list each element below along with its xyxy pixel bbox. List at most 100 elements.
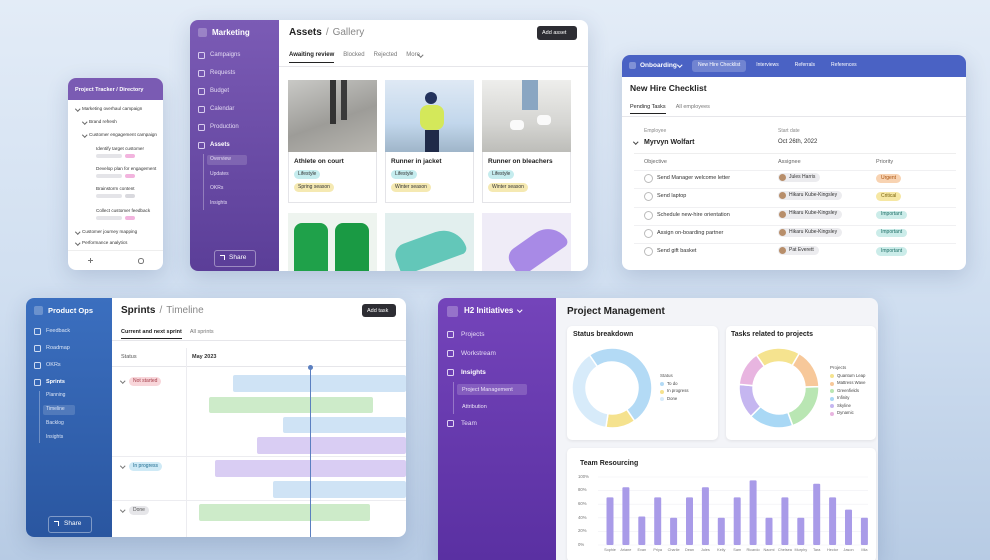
workspace-name[interactable]: Onboarding <box>640 62 677 69</box>
tab[interactable]: Rejected <box>373 52 398 58</box>
workspace-name[interactable]: H2 Initiatives <box>464 306 514 315</box>
x-tick-label: Kelly <box>717 548 726 552</box>
tree-item[interactable]: Collect customer feedback <box>96 208 151 213</box>
tab[interactable]: New Hire Checklist <box>692 60 747 72</box>
tab[interactable]: Pending Tasks <box>630 104 666 115</box>
figure <box>330 80 336 124</box>
checkbox[interactable] <box>644 247 653 257</box>
add-button[interactable] <box>537 26 577 40</box>
checkbox[interactable] <box>644 174 653 183</box>
nav-item[interactable]: Campaigns <box>210 52 241 58</box>
objective[interactable]: Send laptop <box>657 193 687 200</box>
bar <box>717 517 725 545</box>
objective[interactable]: Send gift basket <box>657 248 697 255</box>
tab[interactable]: All sprints <box>189 329 214 335</box>
workspace-name[interactable]: Product Ops <box>48 306 94 315</box>
nav-item[interactable]: Feedback <box>46 328 71 334</box>
assignee-chip: Pat Everett <box>778 246 819 256</box>
add-button[interactable] <box>362 304 396 317</box>
nav-item[interactable]: Calendar <box>210 106 235 112</box>
tree-item[interactable]: Customer journey mapping <box>82 229 138 234</box>
subnav-item[interactable]: Insights <box>210 199 228 206</box>
tab[interactable]: All employees <box>675 104 710 110</box>
checkbox[interactable] <box>644 228 653 238</box>
tree-item[interactable]: Customer engagement campaign <box>89 132 157 137</box>
add-button-label[interactable]: Add task <box>367 307 389 314</box>
share-icon <box>54 521 59 526</box>
nav-item[interactable]: Budget <box>210 88 230 94</box>
nav-item[interactable]: Sprints <box>46 379 65 385</box>
objective[interactable]: Assign on-boarding partner <box>657 229 724 236</box>
avatar <box>779 192 786 200</box>
breadcrumb-item[interactable]: Sprints <box>121 305 156 316</box>
tab[interactable]: Blocked <box>343 52 365 58</box>
figure <box>425 92 437 104</box>
subnav-item[interactable]: Updates <box>210 170 229 177</box>
share-label[interactable]: Share <box>229 254 247 261</box>
tree-item[interactable]: Brainstorm content <box>96 186 135 191</box>
tree-item[interactable]: Develop plan for engagement <box>96 166 157 171</box>
subnav-item[interactable]: Insights <box>46 434 64 440</box>
task-bar[interactable] <box>209 397 373 413</box>
workspace-name[interactable]: Marketing <box>212 28 250 37</box>
legend-swatch <box>830 411 834 416</box>
share-button[interactable] <box>48 516 92 533</box>
nav-item[interactable]: OKRs <box>46 362 61 368</box>
tab[interactable]: Awaiting review <box>289 52 335 63</box>
task-bar[interactable] <box>283 417 406 433</box>
nav-item[interactable]: Requests <box>210 70 236 76</box>
nav-item[interactable]: Workstream <box>461 350 496 357</box>
tree-item[interactable]: Performance analytics <box>82 240 128 245</box>
tabs: New Hire Checklist Interviews Referrals Ref… <box>692 60 863 72</box>
nav-item[interactable]: Projects <box>461 331 485 338</box>
y-tick-label: 100% <box>578 473 589 479</box>
row-line <box>634 188 956 190</box>
objective[interactable]: Send Manager welcome letter <box>657 175 731 181</box>
breadcrumb-item[interactable]: Assets <box>289 27 322 38</box>
status-pill[interactable]: Not started <box>129 377 162 386</box>
bar <box>606 497 614 545</box>
card-title[interactable]: Athlete on court <box>294 158 344 165</box>
task-bar[interactable] <box>273 481 406 498</box>
task-bar[interactable] <box>199 504 370 521</box>
tab[interactable]: Referrals <box>794 62 816 68</box>
subnav-item[interactable]: Timeline <box>46 406 65 412</box>
card-title[interactable]: Runner on bleachers <box>488 158 553 165</box>
tab[interactable]: Current and next sprint <box>121 329 182 340</box>
nav-item[interactable]: Assets <box>210 142 230 148</box>
tab[interactable]: Interviews <box>756 62 779 68</box>
share-button[interactable] <box>214 250 256 267</box>
assignee-chip <box>96 154 122 158</box>
figure <box>425 130 439 152</box>
add-button-label[interactable]: Add asset <box>542 30 567 36</box>
subnav-item[interactable]: Overview <box>210 156 231 162</box>
task-bar[interactable] <box>257 437 406 454</box>
share-label[interactable]: Share <box>64 520 82 527</box>
nav-item[interactable]: Roadmap <box>46 345 70 351</box>
tab[interactable]: More <box>406 52 420 58</box>
subnav-item[interactable]: Project Management <box>462 387 513 393</box>
bar <box>654 497 662 545</box>
tree-item[interactable]: Brand refresh <box>89 119 117 124</box>
nav-item[interactable]: Production <box>210 124 239 130</box>
y-tick-label: 40% <box>578 514 587 520</box>
divider <box>112 340 406 341</box>
subnav-item[interactable]: Backlog <box>46 420 64 426</box>
card-title[interactable]: Runner in jacket <box>391 158 442 165</box>
tree-item[interactable]: Marketing overhaul campaign <box>82 106 143 111</box>
active-bg <box>457 384 527 395</box>
tree-item[interactable]: Identify target customer <box>96 146 145 151</box>
checkbox[interactable] <box>644 210 653 220</box>
objective[interactable]: Schedule new-hire orientation <box>657 211 730 218</box>
subnav-item[interactable]: Attribution <box>462 404 487 410</box>
checkbox[interactable] <box>644 192 653 202</box>
status-pill[interactable]: In progress <box>129 462 163 471</box>
nav-icon <box>34 362 41 369</box>
nav-item[interactable]: Insights <box>461 369 486 376</box>
subnav-item[interactable]: OKRs <box>210 185 224 191</box>
task-bar[interactable] <box>233 375 406 392</box>
tab[interactable]: References <box>831 62 857 68</box>
subnav-item[interactable]: Planning <box>46 392 66 398</box>
status-pill[interactable]: Done <box>129 506 149 515</box>
nav-item[interactable]: Team <box>461 420 477 427</box>
